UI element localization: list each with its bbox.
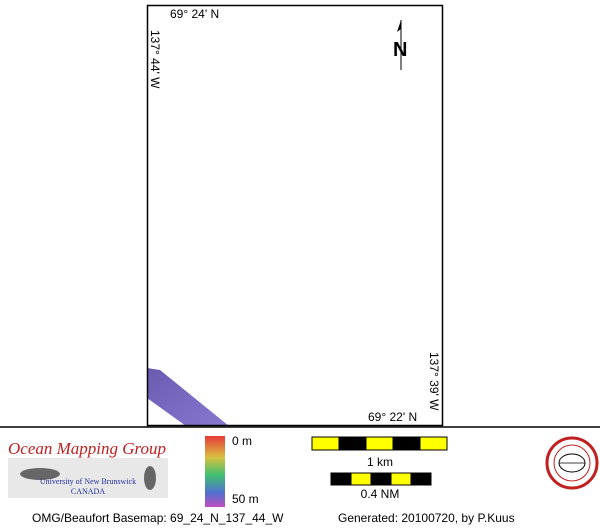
depth-label: 50 m — [232, 492, 259, 506]
scale-bar-nm — [330, 472, 432, 486]
lon-label: 137° 44' W — [148, 30, 162, 89]
scale-bar-km — [311, 436, 448, 451]
depth-colorbar — [205, 436, 225, 507]
logo-shape — [20, 468, 60, 480]
scale-label: 0.4 NM — [361, 487, 400, 501]
map-frame — [146, 4, 444, 427]
lon-label: 137° 39' W — [427, 352, 441, 411]
bathymetry-swath — [147, 368, 229, 426]
logo-country: CANADA — [71, 487, 105, 496]
depth-label: 0 m — [232, 434, 252, 448]
logo-title: Ocean Mapping Group — [8, 439, 166, 458]
logo-shape — [144, 466, 156, 490]
north-arrow: N — [393, 20, 407, 70]
north-label: N — [393, 39, 407, 61]
lat-label: 69° 22' N — [368, 410, 417, 424]
logo-university: University of New Brunswick — [40, 477, 136, 486]
scale-label: 1 km — [367, 455, 393, 469]
unb-seal — [545, 436, 599, 490]
lat-label: 69° 24' N — [170, 7, 219, 21]
footer-basemap: OMG/Beaufort Basemap: 69_24_N_137_44_W — [32, 511, 284, 525]
footer-generated: Generated: 20100720, by P.Kuus — [338, 511, 515, 525]
